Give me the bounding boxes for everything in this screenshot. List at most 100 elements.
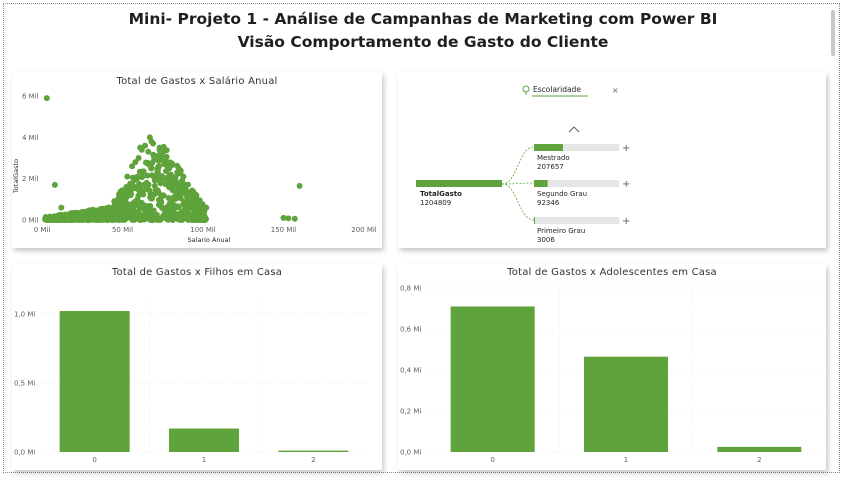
scatter-point[interactable]: [285, 215, 292, 222]
expand-plus-icon[interactable]: +: [622, 179, 630, 190]
scatter-point: [194, 213, 201, 220]
node-bar[interactable]: [534, 144, 563, 151]
vertical-scrollbar[interactable]: [831, 10, 835, 56]
scatter-point[interactable]: [171, 177, 178, 184]
scatter-point[interactable]: [196, 197, 203, 204]
scatter-point: [122, 213, 129, 220]
scatter-point: [182, 199, 189, 206]
node-value: 92346: [537, 199, 560, 207]
scatter-point[interactable]: [187, 190, 194, 197]
bar-xtick: 0: [490, 456, 494, 464]
bar[interactable]: [59, 311, 130, 452]
scatter-point[interactable]: [43, 95, 50, 102]
lightbulb-icon: [522, 85, 530, 95]
node-bar-track[interactable]: [534, 180, 619, 187]
node-label: Primeiro Grau: [537, 227, 585, 235]
scatter-point: [146, 187, 153, 194]
scatter-point[interactable]: [103, 209, 110, 216]
scatter-point[interactable]: [55, 214, 62, 221]
bar-ytick: 0,5 Mi: [14, 379, 35, 387]
scatter-point[interactable]: [87, 211, 94, 218]
scatter-point[interactable]: [162, 155, 169, 161]
scatter-point[interactable]: [200, 212, 206, 219]
scatter-point: [135, 192, 142, 199]
scatter-point[interactable]: [127, 192, 134, 199]
scatter-point[interactable]: [151, 173, 158, 180]
node-bar[interactable]: [534, 217, 535, 224]
scatter-point[interactable]: [137, 144, 144, 151]
scatter-point[interactable]: [79, 210, 86, 217]
scatter-xlabel: Salario Anual: [188, 236, 231, 244]
scatter-point[interactable]: [132, 159, 139, 166]
scatter-point[interactable]: [145, 148, 152, 155]
scatter-point[interactable]: [51, 181, 58, 188]
scatter-xtick: 150 Mil: [271, 226, 297, 234]
node-bar-track[interactable]: [534, 144, 619, 151]
scatter-chart: 0 Mil 2 Mil 4 Mil 6 Mil 0 Mil 50 Mil 100 Mil 1…: [12, 93, 377, 245]
bar-ytick: 0,0 Mi: [14, 449, 35, 457]
scatter-point[interactable]: [142, 142, 149, 149]
bar[interactable]: [278, 450, 349, 452]
chevron-up-icon[interactable]: [568, 126, 580, 133]
root-label: TotalGasto: [420, 190, 462, 198]
scatter-point[interactable]: [156, 146, 163, 153]
scatter-point[interactable]: [111, 204, 118, 211]
root-bar[interactable]: [416, 180, 502, 187]
level-field-label[interactable]: Escolaridade: [533, 85, 581, 94]
scatter-point: [188, 197, 195, 204]
scatter-point[interactable]: [146, 134, 153, 141]
scatter-point[interactable]: [58, 204, 65, 211]
scatter-point[interactable]: [143, 179, 150, 186]
node-bar-track[interactable]: [534, 217, 619, 224]
scatter-point[interactable]: [47, 215, 54, 222]
scatter-point[interactable]: [177, 179, 184, 186]
scatter-ytick: 6 Mil: [22, 93, 39, 101]
scatter-point: [174, 204, 181, 211]
scatter-point: [108, 213, 115, 220]
scatter-point[interactable]: [159, 175, 166, 182]
scatter-point[interactable]: [161, 161, 168, 168]
scatter-point[interactable]: [174, 169, 181, 176]
bar[interactable]: [717, 446, 802, 452]
scatter-point[interactable]: [95, 208, 102, 215]
scatter-xtick: 200 Mil: [351, 226, 377, 234]
scatter-point[interactable]: [191, 202, 198, 209]
bar-xtick: 2: [757, 456, 761, 464]
scatter-point[interactable]: [166, 165, 173, 172]
scatter-ytick: 2 Mil: [22, 175, 39, 183]
bar[interactable]: [169, 428, 239, 452]
scatter-point[interactable]: [135, 186, 142, 192]
scatter-point[interactable]: [119, 198, 126, 205]
scatter-point[interactable]: [203, 204, 210, 211]
scatter-point[interactable]: [71, 213, 78, 220]
bar-ytick: 0,0 Mi: [400, 449, 421, 457]
node-bar[interactable]: [534, 180, 548, 187]
scatter-point[interactable]: [135, 155, 142, 161]
scatter-point[interactable]: [151, 152, 158, 159]
scatter-point[interactable]: [154, 167, 161, 174]
scatter-point[interactable]: [63, 212, 70, 219]
scatter-point[interactable]: [129, 163, 136, 170]
scatter-point[interactable]: [296, 182, 303, 189]
decomposition-tree-panel: Escolaridade × TotalGasto 1204809 + Mestr…: [398, 72, 826, 248]
scatter-point[interactable]: [167, 171, 174, 178]
scatter-point: [144, 172, 151, 179]
scatter-point[interactable]: [124, 173, 131, 180]
scatter-point[interactable]: [280, 214, 287, 221]
expand-plus-icon[interactable]: +: [622, 216, 630, 227]
scatter-point[interactable]: [180, 186, 187, 192]
scatter-point[interactable]: [154, 157, 161, 164]
close-icon[interactable]: ×: [612, 86, 619, 95]
scatter-point: [130, 204, 137, 211]
scatter-point: [132, 208, 139, 215]
scatter-ylabel: TotalGasto: [12, 159, 20, 194]
scatter-point: [169, 197, 176, 204]
bar[interactable]: [450, 306, 535, 452]
report-frame: [3, 3, 840, 473]
scatter-point[interactable]: [291, 215, 298, 222]
expand-plus-icon[interactable]: +: [622, 143, 630, 154]
scatter-point[interactable]: [150, 140, 157, 147]
bar[interactable]: [584, 356, 668, 452]
adolescentes-title: Total de Gastos x Adolescentes em Casa: [507, 267, 717, 278]
node-label: Mestrado: [537, 154, 570, 162]
